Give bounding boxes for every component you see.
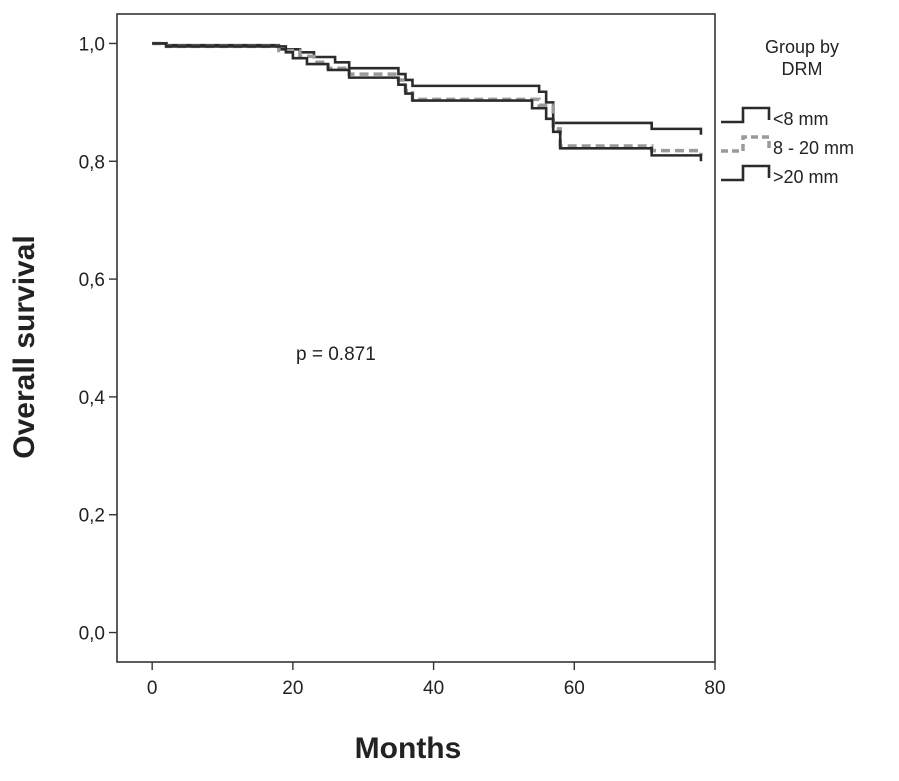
x-axis-title: Months: [355, 732, 462, 765]
legend-title-line2: DRM: [782, 59, 823, 79]
y-tick-label: 0,4: [79, 388, 106, 409]
p-value-annotation: p = 0.871: [296, 344, 376, 365]
y-tick-label: 0,6: [79, 270, 105, 291]
legend-label: 8 - 20 mm: [773, 138, 854, 158]
legend-label: <8 mm: [773, 109, 829, 129]
legend-swatch: [721, 164, 771, 182]
x-tick-label: 0: [147, 678, 158, 699]
y-tick-label: 1,0: [79, 34, 105, 55]
y-tick-label: 0,0: [79, 624, 105, 645]
x-tick-label: 80: [704, 678, 725, 699]
y-tick-label: 0,8: [79, 152, 105, 173]
x-tick-label: 20: [282, 678, 303, 699]
x-tick-label: 40: [423, 678, 444, 699]
y-axis-title: Overall survival: [8, 235, 41, 458]
legend-swatch: [721, 135, 771, 153]
x-tick-label: 60: [564, 678, 585, 699]
survival-curve-series-1: [152, 42, 703, 135]
y-tick-label: 0,2: [79, 506, 105, 527]
legend-title: Group by: [765, 37, 839, 57]
survival-curve-series-3: [152, 42, 703, 162]
plot-frame: [116, 13, 716, 663]
legend-swatch: [721, 106, 771, 124]
legend-label: >20 mm: [773, 167, 839, 187]
